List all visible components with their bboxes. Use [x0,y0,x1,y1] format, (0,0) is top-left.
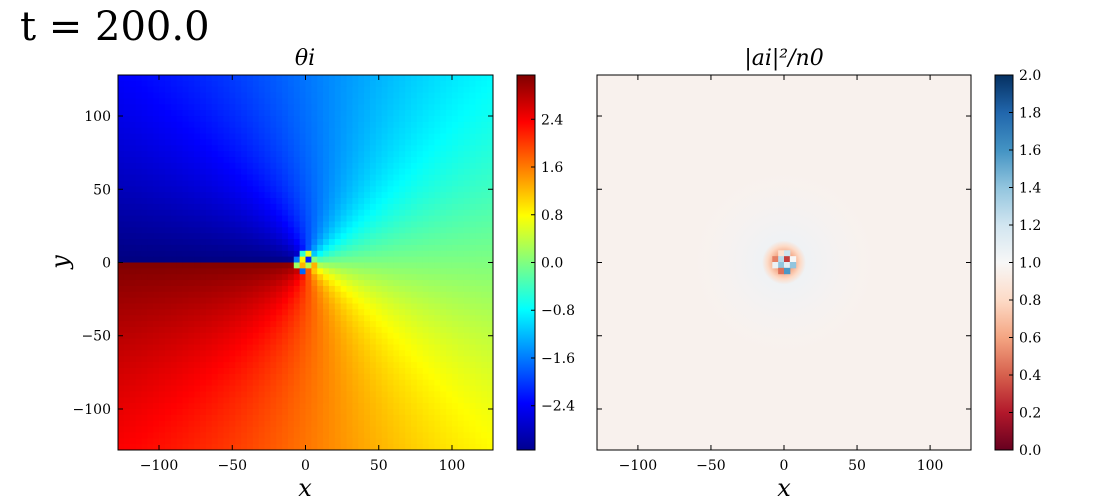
phase-colorbar-tick-label: 0.8 [541,208,563,224]
amplitude-heatmap-image [597,75,971,450]
amplitude-x-ticks: −100 −50 0 50 100 [619,75,944,474]
amplitude-colorbar: 0.0 0.2 0.4 0.6 0.8 1.0 1.2 1.4 1.6 1.8 2.0 [994,68,1041,459]
phase-y-tick-label: 100 [84,109,111,125]
amplitude-colorbar-tick-label: 1.2 [1019,218,1041,234]
phase-colorbar-tick-label: 2.4 [541,112,563,128]
amplitude-colorbar-tick-label: 1.8 [1019,106,1041,122]
phase-colorbar: −2.4 −1.6 −0.8 0.0 0.8 1.6 2.4 [516,74,575,451]
amplitude-colorbar-tick-label: 1.0 [1019,256,1041,272]
phase-x-ticks: −100 −50 0 50 100 [140,75,466,474]
phase-x-tick-label: −50 [217,458,247,474]
phase-y-ticks: −100 −50 0 50 100 [73,109,493,418]
amplitude-colorbar-tick-label: 0.0 [1019,443,1041,459]
phase-colorbar-ticks: −2.4 −1.6 −0.8 0.0 0.8 1.6 2.4 [531,112,575,415]
phase-y-label: y [46,255,74,270]
phase-x-tick-label: 100 [439,458,466,474]
phase-colorbar-tick-label: −0.8 [541,303,575,319]
phase-heatmap-image [118,75,493,450]
phase-x-tick-label: 0 [301,458,310,474]
amplitude-colorbar-tick-label: 0.8 [1019,293,1041,309]
amplitude-colorbar-tick-label: 0.2 [1019,406,1041,422]
amplitude-x-tick-label: −100 [619,458,657,474]
amplitude-x-tick-label: −50 [696,458,726,474]
phase-y-tick-label: −100 [73,402,111,418]
suptitle: t = 200.0 [20,4,210,50]
amplitude-colorbar-tick-label: 1.4 [1019,181,1041,197]
phase-x-tick-label: 50 [370,458,388,474]
amplitude-x-tick-label: 0 [780,458,789,474]
amplitude-x-tick-label: 100 [917,458,944,474]
phase-y-tick-label: −50 [81,329,111,345]
phase-panel: θi −100 −50 0 50 100 −100 −50 0 50 100 x y [46,46,494,500]
phase-title: θi [295,46,315,71]
amplitude-panel: |ai|²/n0 −100 −50 0 50 100 x [596,46,972,500]
amplitude-colorbar-ticks: 0.0 0.2 0.4 0.6 0.8 1.0 1.2 1.4 1.6 1.8 2.0 [1009,68,1041,459]
phase-colorbar-tick-label: 0.0 [541,256,563,272]
phase-x-tick-label: −100 [140,458,178,474]
amplitude-y-ticks [597,115,971,410]
amplitude-title: |ai|²/n0 [744,46,823,71]
amplitude-colorbar-tick-label: 2.0 [1019,68,1041,84]
amplitude-x-label: x [777,474,791,500]
amplitude-colorbar-tick-label: 0.6 [1019,331,1041,347]
amplitude-colorbar-tick-label: 1.6 [1019,143,1041,159]
phase-y-tick-label: 50 [93,182,111,198]
phase-colorbar-tick-label: −1.6 [541,351,575,367]
phase-x-label: x [298,474,312,500]
amplitude-colorbar-tick-label: 0.4 [1019,368,1041,384]
phase-y-tick-label: 0 [102,256,111,272]
phase-colorbar-tick-label: −2.4 [541,399,575,415]
phase-colorbar-tick-label: 1.6 [541,160,563,176]
amplitude-x-tick-label: 50 [848,458,866,474]
